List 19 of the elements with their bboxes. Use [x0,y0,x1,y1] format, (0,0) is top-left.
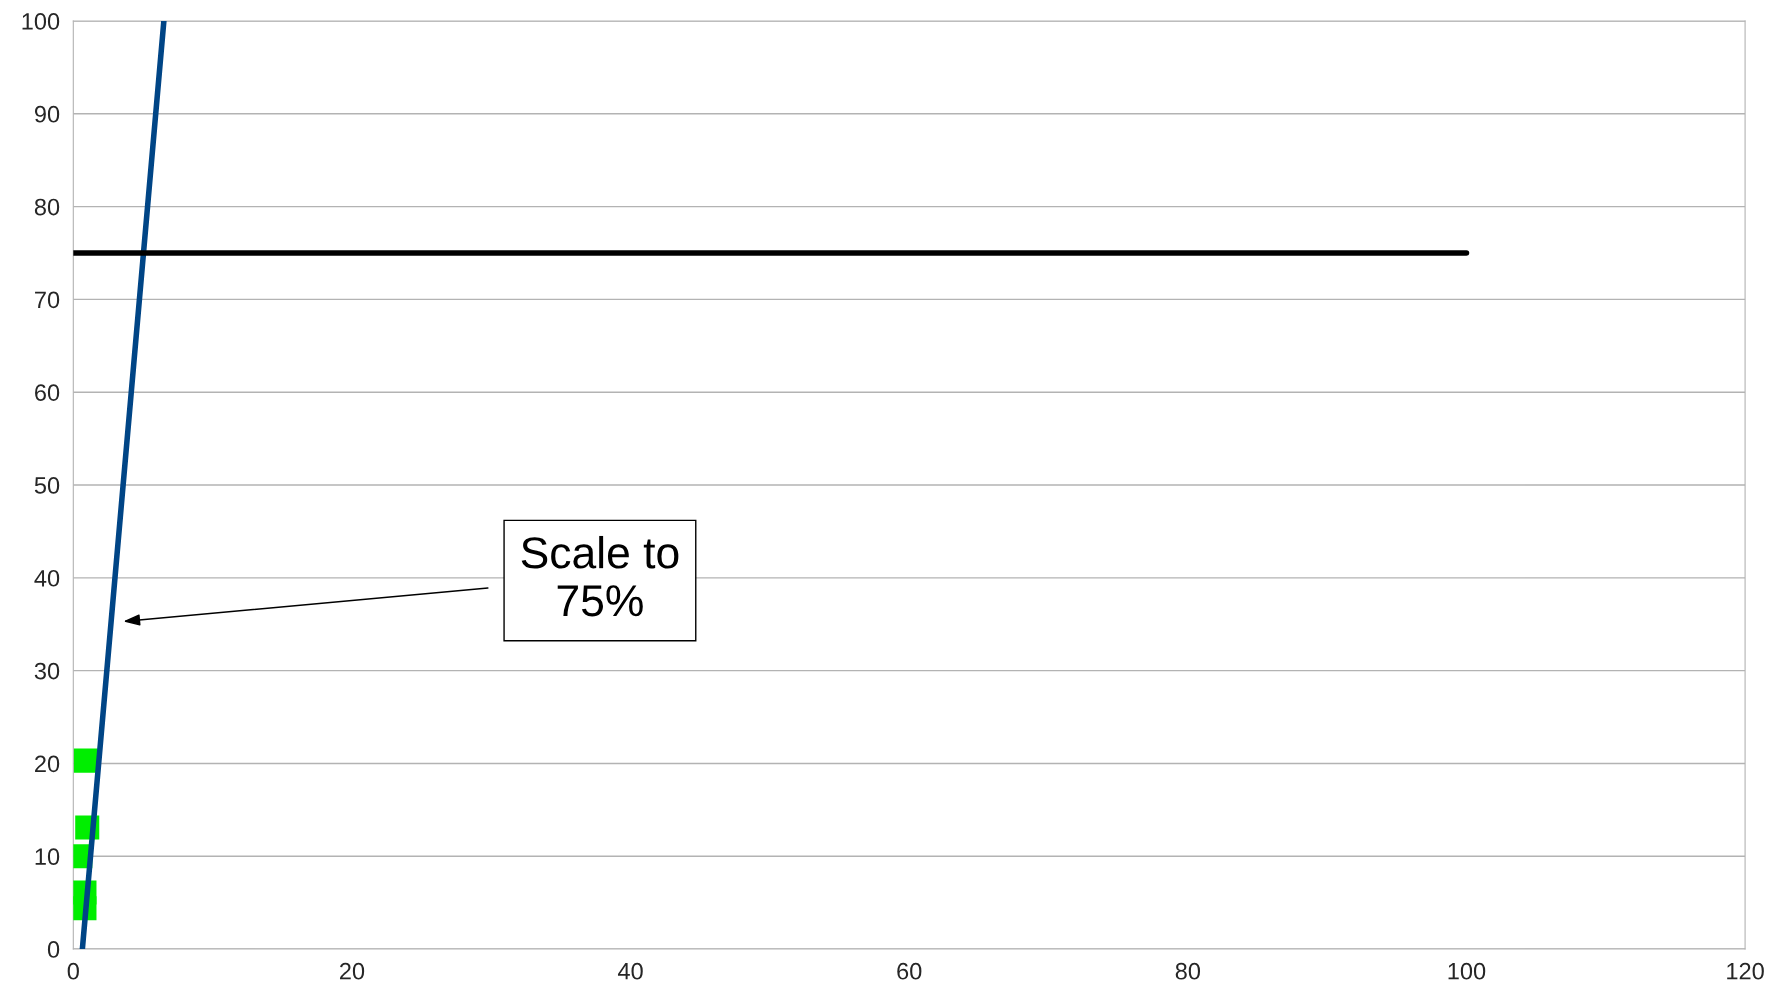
x-tick-label: 80 [1175,962,1201,980]
y-tick-label: 10 [35,848,60,866]
y-tick-label: 30 [34,662,60,680]
annotation: Scale to 75% [521,535,679,617]
y-tick-label: 0 [47,941,60,958]
y-tick-label: 20 [35,755,60,773]
y-tick-label: 70 [35,291,60,309]
y-tick-label: 100 [22,13,60,30]
x-tick-label: 20 [340,962,365,980]
x-tick-label: 40 [617,962,643,980]
y-tick-label: 40 [34,569,60,587]
y-tick-label: 90 [34,105,60,123]
x-tick-label: 120 [1727,962,1764,980]
x-tick-label: 100 [1448,962,1486,980]
x-tick-label: 60 [897,962,922,980]
y-tick-label: 60 [35,384,60,401]
y-tick-label: 50 [34,477,60,494]
x-tick-label: 0 [67,962,79,980]
y-tick-label: 80 [34,198,60,216]
